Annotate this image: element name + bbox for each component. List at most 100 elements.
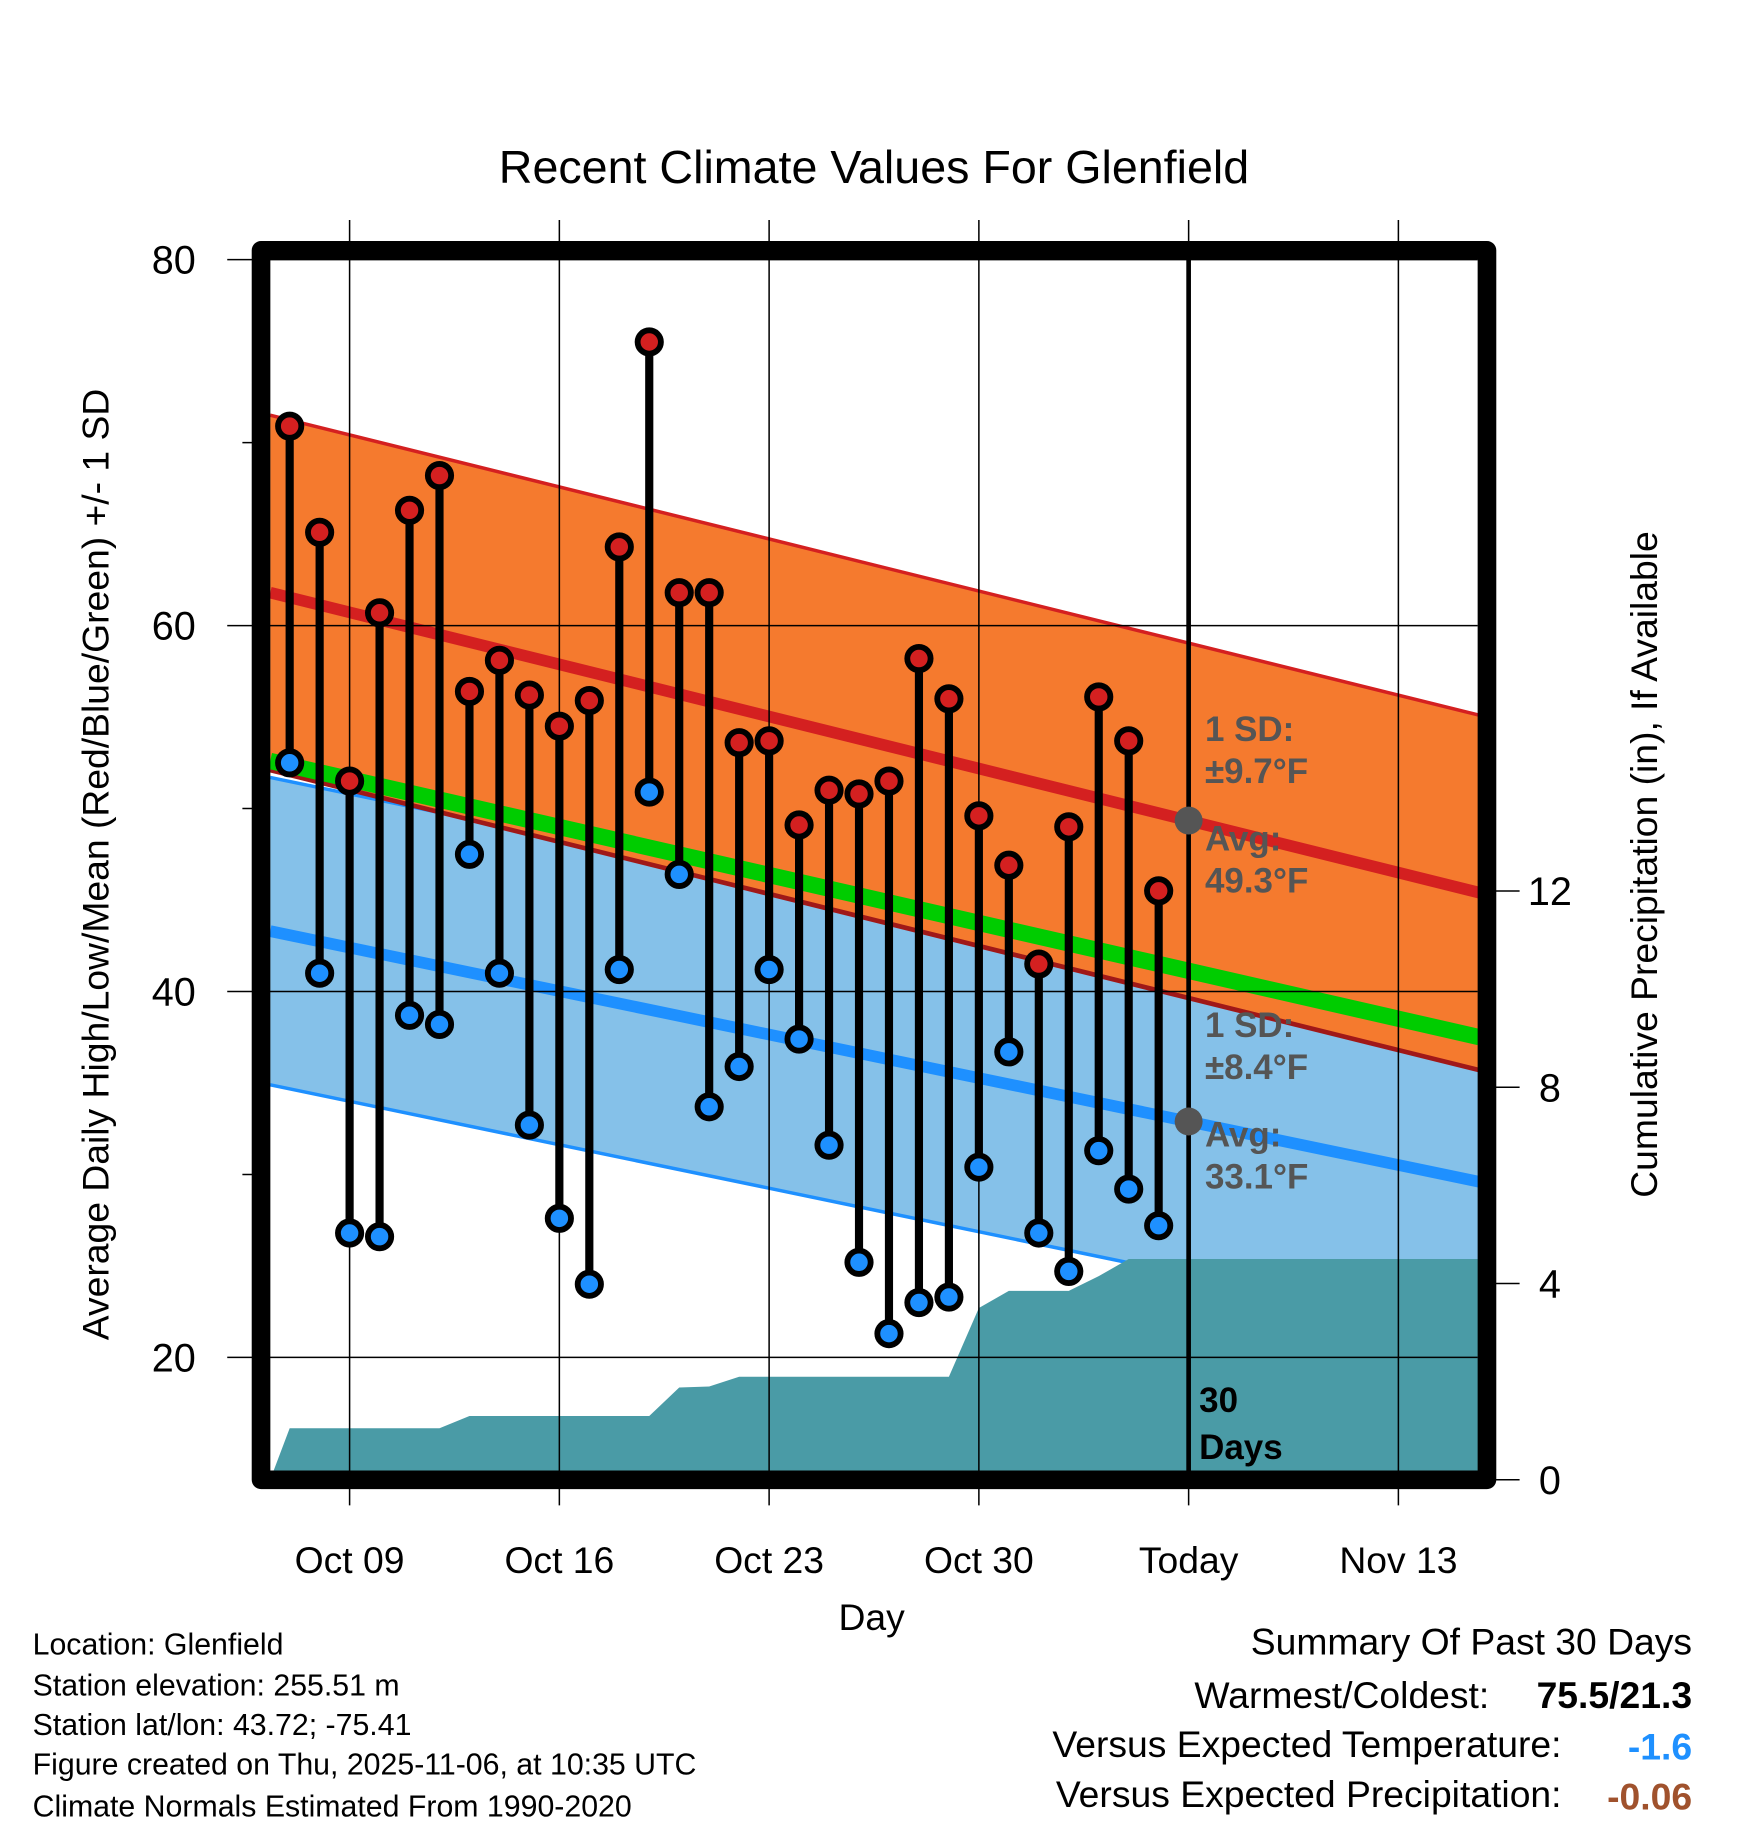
daily-low-point — [634, 777, 664, 807]
daily-high-point — [754, 726, 784, 756]
daily-high-point — [994, 850, 1024, 880]
daily-high-point — [544, 711, 574, 741]
daily-high-point — [814, 775, 844, 805]
x-tick-label: Oct 30 — [924, 1539, 1034, 1581]
plot-frame — [251, 241, 1497, 1490]
daily-high-point — [394, 495, 425, 525]
daily-low-point — [994, 1037, 1024, 1067]
summary-warm-cold-value: 75.5/21.3 — [1537, 1674, 1692, 1716]
daily-high-point — [664, 578, 694, 608]
daily-low-point — [874, 1319, 904, 1349]
summary-title: Summary Of Past 30 Days — [1251, 1621, 1692, 1663]
daily-low-point — [335, 1218, 365, 1248]
daily-high-point — [364, 598, 395, 628]
daily-low-point — [1084, 1136, 1114, 1166]
daily-low-point — [424, 1009, 455, 1039]
daily-low-point — [1054, 1256, 1084, 1286]
summary: Summary Of Past 30 Days Warmest/Coldest:… — [1052, 1621, 1692, 1818]
daily-low-point — [454, 839, 485, 869]
daily-low-point — [664, 859, 694, 889]
daily-high-point — [1024, 949, 1054, 979]
high-sd-upper-line — [269, 413, 1480, 717]
daily-high-point — [964, 801, 994, 831]
daily-low-point — [604, 954, 634, 985]
info-latlon: Station lat/lon: 43.72; -75.41 — [33, 1709, 412, 1742]
annotations: 1 SD: ±9.7°F Avg: 49.3°F 1 SD: ±8.4°F Av… — [1199, 710, 1308, 1467]
plot-area — [227, 220, 1520, 1506]
daily-high-point — [604, 532, 634, 562]
high-avg-today-marker — [1174, 806, 1203, 835]
daily-high-point — [454, 676, 485, 707]
daily-low-point — [904, 1287, 934, 1318]
daily-high-point — [335, 766, 365, 796]
daily-high-point — [844, 779, 874, 809]
y-tick-label: 40 — [152, 970, 196, 1014]
period-unit: Days — [1199, 1428, 1283, 1467]
daily-low-point — [784, 1024, 814, 1054]
high-sd-value: ±9.7°F — [1205, 752, 1308, 791]
daily-low-point — [484, 958, 514, 988]
daily-high-point — [1084, 682, 1114, 712]
y2-tick-label: 8 — [1539, 1066, 1561, 1110]
daily-low-point — [814, 1130, 844, 1160]
high-avg-line — [268, 586, 1481, 899]
y2-tick-label: 12 — [1528, 870, 1572, 914]
high-avg-value: 49.3°F — [1205, 861, 1308, 900]
daily-low-point — [1024, 1218, 1054, 1248]
high-sd-label: 1 SD: — [1205, 710, 1294, 749]
daily-high-point — [934, 684, 964, 714]
daily-high-point — [1054, 812, 1084, 842]
x-tick-label: Nov 13 — [1339, 1539, 1457, 1581]
daily-high-point — [904, 643, 934, 674]
daily-high-point — [724, 728, 754, 758]
daily-high-point — [514, 680, 544, 710]
daily-low-point — [514, 1110, 544, 1140]
daily-high-point — [484, 645, 514, 675]
daily-low-point — [1114, 1174, 1144, 1204]
summary-precip-label: Versus Expected Precipitation: — [1056, 1773, 1562, 1815]
info-elevation: Station elevation: 255.51 m — [33, 1669, 400, 1702]
high-avg-label: Avg: — [1205, 819, 1281, 858]
summary-warm-cold-label: Warmest/Coldest: — [1194, 1674, 1489, 1716]
y-tick-label: 20 — [152, 1336, 196, 1380]
daily-low-point — [574, 1269, 604, 1299]
y-tick-label: 60 — [152, 605, 196, 649]
x-tick-label: Oct 09 — [295, 1539, 405, 1581]
daily-high-point — [784, 810, 814, 840]
daily-low-point — [934, 1282, 964, 1312]
chart-title: Recent Climate Values For Glenfield — [499, 141, 1249, 193]
y2-tick-label: 0 — [1539, 1459, 1561, 1503]
daily-low-point — [694, 1092, 724, 1122]
axes: Oct 09 Oct 16 Oct 23 Oct 30 Today Nov 1320406… — [152, 239, 1572, 1581]
daily-high-point — [874, 766, 904, 796]
daily-low-point — [964, 1152, 994, 1182]
summary-temp-label: Versus Expected Temperature: — [1052, 1723, 1561, 1765]
low-avg-value: 33.1°F — [1205, 1157, 1308, 1196]
station-info: Location: Glenfield Station elevation: 2… — [33, 1629, 697, 1824]
daily-high-point — [694, 578, 724, 608]
daily-low-point — [305, 958, 335, 988]
x-tick-label: Oct 16 — [504, 1539, 614, 1581]
summary-precip-value: -0.06 — [1607, 1776, 1692, 1818]
info-created: Figure created on Thu, 2025-11-06, at 10… — [33, 1749, 697, 1782]
daily-high-point — [574, 686, 604, 716]
low-avg-label: Avg: — [1205, 1115, 1281, 1154]
daily-low-point — [394, 1000, 425, 1030]
y-axis-label: Average Daily High/Low/Mean (Red/Blue/Gr… — [74, 389, 116, 1340]
x-tick-label: Oct 23 — [714, 1539, 824, 1581]
info-location: Location: Glenfield — [33, 1629, 284, 1662]
low-sd-label: 1 SD: — [1205, 1006, 1294, 1045]
summary-temp-value: -1.6 — [1628, 1725, 1692, 1767]
low-sd-value: ±8.4°F — [1205, 1048, 1308, 1087]
daily-low-point — [275, 748, 305, 778]
low-avg-today-marker — [1174, 1107, 1203, 1136]
daily-high-point — [1144, 876, 1174, 906]
daily-low-point — [724, 1051, 754, 1082]
daily-high-point — [305, 517, 335, 547]
daily-low-point — [544, 1203, 574, 1233]
daily-high-point — [424, 460, 455, 491]
daily-low-point — [364, 1222, 395, 1252]
low-avg-line — [269, 925, 1481, 1188]
info-normals: Climate Normals Estimated From 1990-2020 — [33, 1791, 632, 1824]
